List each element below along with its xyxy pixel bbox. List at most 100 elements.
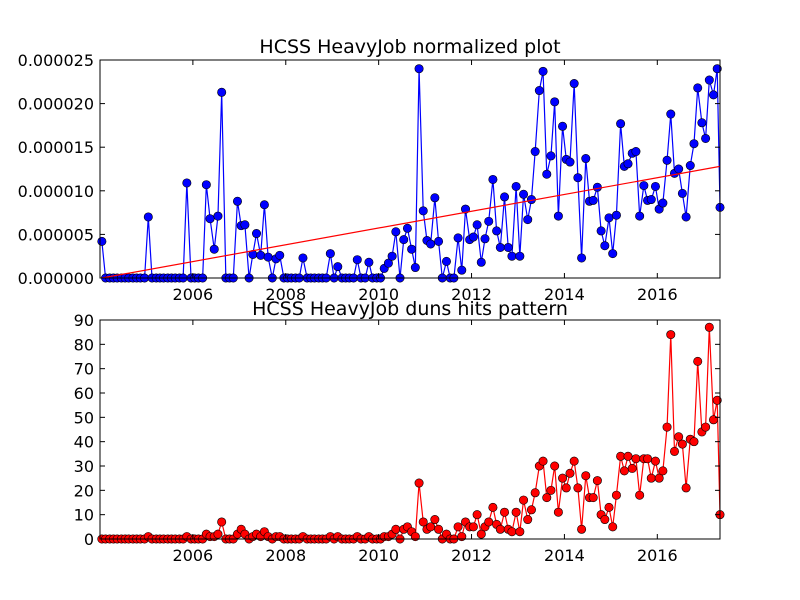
data-point [624, 452, 632, 460]
data-point [632, 455, 640, 463]
data-point [442, 257, 450, 265]
data-point [651, 182, 659, 190]
data-point [659, 467, 667, 475]
data-point [454, 523, 462, 531]
data-point [682, 213, 690, 221]
x-tick-label: 2016 [637, 546, 678, 565]
data-point [566, 469, 574, 477]
x-tick-label: 2006 [173, 546, 214, 565]
data-point [709, 416, 717, 424]
data-point [694, 84, 702, 92]
data-point [582, 154, 590, 162]
data-point [524, 215, 532, 223]
data-point [686, 161, 694, 169]
data-point [334, 262, 342, 270]
data-point [392, 525, 400, 533]
data-point [682, 484, 690, 492]
data-point [403, 224, 411, 232]
data-point [469, 523, 477, 531]
y-tick-label: 50 [74, 408, 94, 427]
data-point [492, 227, 500, 235]
data-point [206, 215, 214, 223]
data-point [458, 532, 466, 540]
data-point [519, 190, 527, 198]
data-point [558, 122, 566, 130]
data-point [539, 67, 547, 75]
data-point [411, 532, 419, 540]
data-point [531, 489, 539, 497]
data-point [647, 195, 655, 203]
data-point [524, 515, 532, 523]
data-point [485, 518, 493, 526]
y-tick-label: 90 [74, 311, 94, 330]
data-point [635, 491, 643, 499]
data-point [388, 252, 396, 260]
data-point [419, 207, 427, 215]
data-point [605, 214, 613, 222]
data-point [605, 503, 613, 511]
data-point [659, 199, 667, 207]
data-point [365, 258, 373, 266]
data-point [485, 217, 493, 225]
data-point [574, 484, 582, 492]
data-point [434, 525, 442, 533]
data-point [392, 228, 400, 236]
data-point [577, 525, 585, 533]
y-tick-label: 0.000025 [18, 51, 94, 70]
data-point [589, 196, 597, 204]
data-point [469, 233, 477, 241]
data-point [489, 175, 497, 183]
data-point [473, 510, 481, 518]
data-point [609, 523, 617, 531]
data-point [651, 457, 659, 465]
data-point [477, 258, 485, 266]
data-point [543, 493, 551, 501]
data-point [709, 91, 717, 99]
data-point [400, 235, 408, 243]
data-point [705, 76, 713, 84]
data-point [593, 183, 601, 191]
data-point [454, 234, 462, 242]
y-tick-label: 0.000020 [18, 95, 94, 114]
data-point [612, 211, 620, 219]
data-point [612, 491, 620, 499]
data-point [489, 503, 497, 511]
data-point [508, 528, 516, 536]
data-point [504, 243, 512, 251]
chart-title: HCSS HeavyJob normalized plot [259, 36, 560, 58]
data-point [183, 179, 191, 187]
x-tick-label: 2006 [173, 285, 214, 304]
data-point [582, 472, 590, 480]
data-point [214, 212, 222, 220]
data-point [647, 474, 655, 482]
data-point [678, 440, 686, 448]
data-point [698, 119, 706, 127]
data-point [635, 212, 643, 220]
data-point [481, 235, 489, 243]
data-point [415, 65, 423, 73]
data-point [632, 147, 640, 155]
data-point [299, 254, 307, 262]
data-point [550, 462, 558, 470]
data-point [233, 197, 241, 205]
data-point [98, 237, 106, 245]
data-point [663, 423, 671, 431]
data-point [690, 140, 698, 148]
data-point [562, 484, 570, 492]
data-point [577, 254, 585, 262]
y-tick-label: 0.000005 [18, 225, 94, 244]
data-point [516, 528, 524, 536]
data-point [326, 249, 334, 257]
data-point [570, 79, 578, 87]
y-tick-label: 80 [74, 335, 94, 354]
data-point [694, 357, 702, 365]
data-point [609, 249, 617, 257]
data-point [256, 251, 264, 259]
data-point [264, 253, 272, 261]
data-point [531, 147, 539, 155]
data-point [543, 170, 551, 178]
y-tick-label: 60 [74, 384, 94, 403]
y-tick-label: 0.000015 [18, 138, 94, 157]
data-point [547, 486, 555, 494]
